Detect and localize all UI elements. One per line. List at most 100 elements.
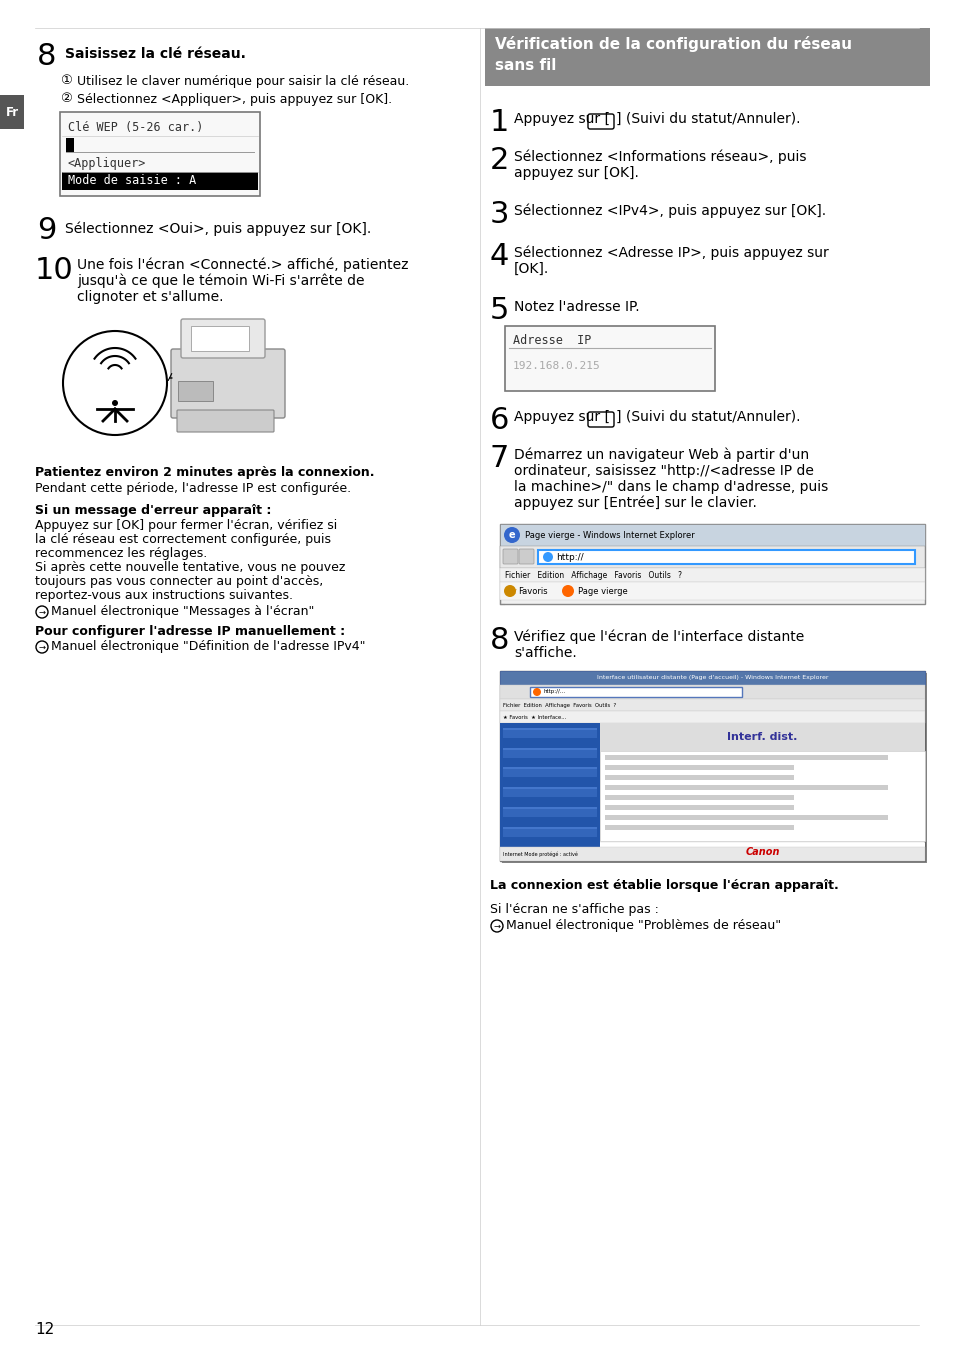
Text: Manuel électronique "Définition de l'adresse IPv4": Manuel électronique "Définition de l'adr… bbox=[51, 640, 365, 652]
Text: la clé réseau est correctement configurée, puis: la clé réseau est correctement configuré… bbox=[35, 532, 331, 546]
Text: appuyez sur [Entrée] sur le clavier.: appuyez sur [Entrée] sur le clavier. bbox=[514, 496, 756, 511]
Bar bbox=[604, 755, 887, 760]
Text: 12: 12 bbox=[35, 1322, 54, 1337]
Text: Pour configurer l'adresse IP manuellement :: Pour configurer l'adresse IP manuellemen… bbox=[35, 625, 345, 638]
Text: Page vierge - Windows Internet Explorer: Page vierge - Windows Internet Explorer bbox=[524, 531, 694, 539]
Bar bbox=[60, 112, 260, 195]
Text: 4: 4 bbox=[490, 243, 509, 271]
Bar bbox=[502, 807, 597, 809]
Text: 8: 8 bbox=[490, 625, 509, 655]
Bar bbox=[0, 94, 24, 129]
Bar bbox=[499, 524, 924, 546]
FancyBboxPatch shape bbox=[587, 115, 614, 129]
Bar bbox=[604, 805, 793, 810]
Bar bbox=[599, 751, 924, 841]
Bar bbox=[502, 787, 597, 789]
Bar bbox=[604, 795, 793, 799]
Bar bbox=[502, 826, 597, 837]
Text: clignoter et s'allume.: clignoter et s'allume. bbox=[77, 290, 223, 305]
Text: Utilisez le claver numérique pour saisir la clé réseau.: Utilisez le claver numérique pour saisir… bbox=[77, 75, 409, 88]
Text: 7: 7 bbox=[490, 443, 509, 473]
Text: 1: 1 bbox=[490, 108, 509, 137]
Text: La connexion est établie lorsque l'écran apparaît.: La connexion est établie lorsque l'écran… bbox=[490, 879, 838, 892]
Text: sans fil: sans fil bbox=[495, 58, 556, 74]
Text: 8: 8 bbox=[37, 42, 56, 71]
Text: Sélectionnez <Appliquer>, puis appuyez sur [OK].: Sélectionnez <Appliquer>, puis appuyez s… bbox=[77, 93, 392, 106]
Text: ★ Favoris  ★ Interface...: ★ Favoris ★ Interface... bbox=[502, 714, 565, 720]
Text: ] (Suivi du statut/Annuler).: ] (Suivi du statut/Annuler). bbox=[616, 112, 800, 125]
Text: Page vierge: Page vierge bbox=[578, 586, 627, 596]
Text: Fichier   Edition   Affichage   Favoris   Outils   ?: Fichier Edition Affichage Favoris Outils… bbox=[504, 570, 681, 580]
Text: Notez l'adresse IP.: Notez l'adresse IP. bbox=[514, 301, 639, 314]
Bar bbox=[499, 700, 924, 710]
Bar bbox=[499, 568, 924, 582]
FancyBboxPatch shape bbox=[502, 549, 517, 563]
Text: 10: 10 bbox=[35, 256, 73, 284]
Text: 2: 2 bbox=[490, 146, 509, 175]
Bar bbox=[502, 787, 597, 797]
Text: reportez-vous aux instructions suivantes.: reportez-vous aux instructions suivantes… bbox=[35, 589, 293, 603]
Bar bbox=[599, 842, 924, 861]
Text: Clé WEP (5-26 car.): Clé WEP (5-26 car.) bbox=[68, 120, 203, 133]
Bar bbox=[599, 723, 924, 751]
Text: Sélectionnez <IPv4>, puis appuyez sur [OK].: Sélectionnez <IPv4>, puis appuyez sur [O… bbox=[514, 204, 825, 218]
Text: la machine>/" dans le champ d'adresse, puis: la machine>/" dans le champ d'adresse, p… bbox=[514, 480, 827, 493]
Bar bbox=[499, 671, 924, 861]
Text: Interf. dist.: Interf. dist. bbox=[726, 732, 797, 741]
Text: 5: 5 bbox=[490, 297, 509, 325]
Bar bbox=[502, 807, 597, 817]
Bar bbox=[484, 28, 929, 86]
Text: 3: 3 bbox=[490, 200, 509, 229]
Text: e: e bbox=[508, 530, 515, 541]
FancyBboxPatch shape bbox=[518, 549, 534, 563]
Text: ordinateur, saisissez "http://<adresse IP de: ordinateur, saisissez "http://<adresse I… bbox=[514, 464, 813, 479]
Text: Sélectionnez <Adresse IP>, puis appuyez sur: Sélectionnez <Adresse IP>, puis appuyez … bbox=[514, 245, 828, 260]
Text: Fichier  Edition  Affichage  Favoris  Outils  ?: Fichier Edition Affichage Favoris Outils… bbox=[502, 702, 616, 708]
Text: →: → bbox=[38, 608, 46, 616]
Bar bbox=[604, 825, 793, 830]
Text: Adresse  IP: Adresse IP bbox=[513, 333, 591, 346]
Bar bbox=[530, 687, 741, 697]
Bar bbox=[502, 728, 597, 731]
Text: →: → bbox=[493, 922, 500, 930]
Text: Favoris: Favoris bbox=[517, 586, 547, 596]
Bar bbox=[178, 381, 213, 400]
Text: Internet Mode protégé : activé: Internet Mode protégé : activé bbox=[502, 851, 578, 857]
Text: Canon: Canon bbox=[744, 847, 779, 857]
Bar bbox=[501, 673, 926, 863]
Bar bbox=[604, 766, 793, 770]
Text: Fr: Fr bbox=[6, 105, 18, 119]
Bar bbox=[604, 816, 887, 820]
Text: Interface utilisateur distante (Page d'accueil) - Windows Internet Explorer: Interface utilisateur distante (Page d'a… bbox=[597, 675, 827, 681]
Text: appuyez sur [OK].: appuyez sur [OK]. bbox=[514, 166, 639, 181]
Bar bbox=[499, 582, 924, 600]
Bar bbox=[502, 767, 597, 778]
Text: Manuel électronique "Problèmes de réseau": Manuel électronique "Problèmes de réseau… bbox=[505, 919, 781, 931]
Text: Sélectionnez <Informations réseau>, puis: Sélectionnez <Informations réseau>, puis bbox=[514, 150, 805, 164]
Text: Une fois l'écran <Connecté.> affiché, patientez: Une fois l'écran <Connecté.> affiché, pa… bbox=[77, 257, 408, 272]
Bar bbox=[191, 326, 249, 350]
Text: 192.168.0.215: 192.168.0.215 bbox=[513, 361, 600, 371]
Text: <Appliquer>: <Appliquer> bbox=[68, 156, 146, 170]
Text: jusqu'à ce que le témoin Wi-Fi s'arrête de: jusqu'à ce que le témoin Wi-Fi s'arrête … bbox=[77, 274, 364, 288]
Bar bbox=[499, 723, 599, 861]
Bar bbox=[502, 767, 597, 770]
Bar bbox=[499, 685, 924, 700]
Text: →: → bbox=[38, 643, 46, 651]
Bar bbox=[504, 326, 714, 391]
Text: ②: ② bbox=[60, 92, 71, 105]
Text: Démarrez un navigateur Web à partir d'un: Démarrez un navigateur Web à partir d'un bbox=[514, 448, 808, 462]
Text: Vérification de la configuration du réseau: Vérification de la configuration du rése… bbox=[495, 36, 851, 53]
Text: Saisissez la clé réseau.: Saisissez la clé réseau. bbox=[65, 47, 246, 61]
Bar bbox=[499, 710, 924, 723]
Bar bbox=[499, 524, 924, 604]
Circle shape bbox=[561, 585, 574, 597]
Bar bbox=[502, 748, 597, 758]
Text: s'affiche.: s'affiche. bbox=[514, 646, 577, 661]
Text: Appuyez sur [: Appuyez sur [ bbox=[514, 112, 609, 125]
Text: Si un message d'erreur apparaît :: Si un message d'erreur apparaît : bbox=[35, 504, 271, 518]
Text: toujours pas vous connecter au point d'accès,: toujours pas vous connecter au point d'a… bbox=[35, 576, 323, 588]
Text: Mode de saisie : A: Mode de saisie : A bbox=[68, 174, 196, 187]
Text: http://: http:// bbox=[556, 553, 583, 562]
Bar bbox=[66, 137, 74, 152]
